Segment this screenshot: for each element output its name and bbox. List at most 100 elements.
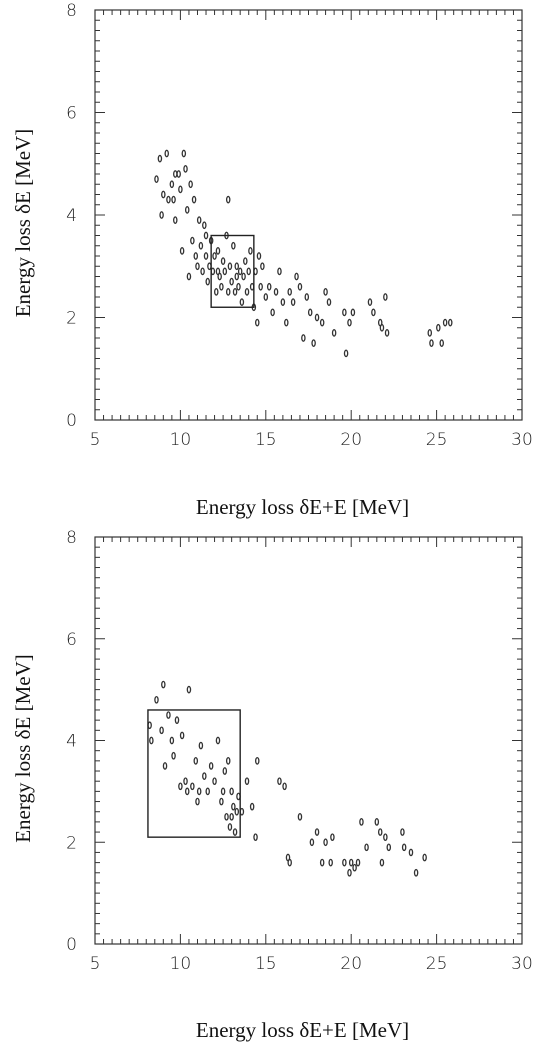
data-point [203,252,209,260]
y-tick-label: 2 [66,309,77,329]
data-point [355,858,361,867]
data-point [297,812,303,821]
data-point [173,170,178,178]
data-point [215,267,221,276]
data-point [319,318,325,327]
data-point [386,843,392,852]
data-point [294,272,299,281]
data-point [258,282,263,291]
data-point [231,802,236,811]
data-point [186,272,192,281]
data-point [193,757,199,765]
data-point [183,777,188,786]
data-point [225,757,231,765]
data-point [224,812,229,821]
data-point [232,828,238,836]
data-point [225,195,231,204]
data-point [297,282,303,291]
data-point [243,257,248,265]
data-point [202,772,207,780]
data-point [234,272,240,281]
data-point [328,858,333,867]
chart-svg: 5 10 15 20 25 30 0 2 4 6 8 Energy loss δE+E [MeV] En… [11,1,533,519]
data-point [219,282,224,291]
data-point [149,736,154,745]
data-point [277,777,282,786]
axis-ticks [94,536,523,945]
data-point [248,247,253,255]
data-point [326,298,332,306]
data-point [212,252,217,260]
data-point [255,757,260,765]
data-point [314,313,320,322]
data-point [323,838,328,847]
data-point [220,787,226,796]
data-point [222,267,228,276]
data-point [164,149,169,158]
data-point [200,267,205,276]
y-axis-title: Energy loss δE [MeV] [11,129,35,318]
data-point [246,267,251,276]
data-point [290,298,296,306]
x-tick-label: 5 [90,954,101,974]
data-point [422,853,427,862]
data-point [220,257,226,265]
data-point [236,282,241,291]
data-point [436,323,441,332]
x-tick-label: 15 [255,954,277,974]
x-tick-label: 25 [426,954,448,974]
data-point [314,828,320,836]
data-point [273,288,279,296]
data-point [439,339,444,347]
x-tick-label: 5 [90,430,101,450]
data-point [190,782,195,791]
data-point [162,762,168,770]
data-point [169,180,175,189]
x-tick-label: 10 [170,954,192,974]
data-point [237,267,243,276]
data-point [301,334,306,342]
data-point [367,298,373,306]
y-tick-label: 4 [66,732,77,752]
data-point [255,318,260,327]
data-point [203,231,209,240]
data-point [178,782,183,791]
data-point [173,216,178,224]
data-point [154,695,159,704]
data-point [331,329,337,337]
x-axis-title: Energy loss δE+E [MeV] [196,495,409,519]
y-tick-label: 4 [66,206,77,226]
data-point [364,843,369,852]
data-point [176,170,181,178]
y-tick-label: 8 [66,1,77,21]
data-point [198,741,204,750]
data-point [287,288,292,296]
data-point [205,787,210,796]
data-point [227,823,233,831]
data-point [383,293,388,301]
data-point [244,288,250,296]
x-tick-label: 15 [255,430,277,450]
data-point [179,731,185,740]
data-point [448,318,453,327]
data-point [159,726,164,735]
data-point [198,241,204,250]
data-point [195,262,200,271]
data-point [231,241,236,250]
data-point [157,154,163,163]
data-point [309,838,315,847]
data-point [383,833,388,842]
data-point [277,267,282,276]
x-tick-label: 30 [511,430,533,450]
data-point [263,293,269,301]
data-point [184,206,190,214]
data-point [186,685,192,694]
data-point [161,190,166,199]
data-point [229,812,234,821]
data-point [234,262,240,271]
data-point [347,318,352,327]
x-tick-label: 25 [426,430,448,450]
data-point [287,858,292,867]
data-point [219,797,224,806]
data-point [195,797,200,806]
